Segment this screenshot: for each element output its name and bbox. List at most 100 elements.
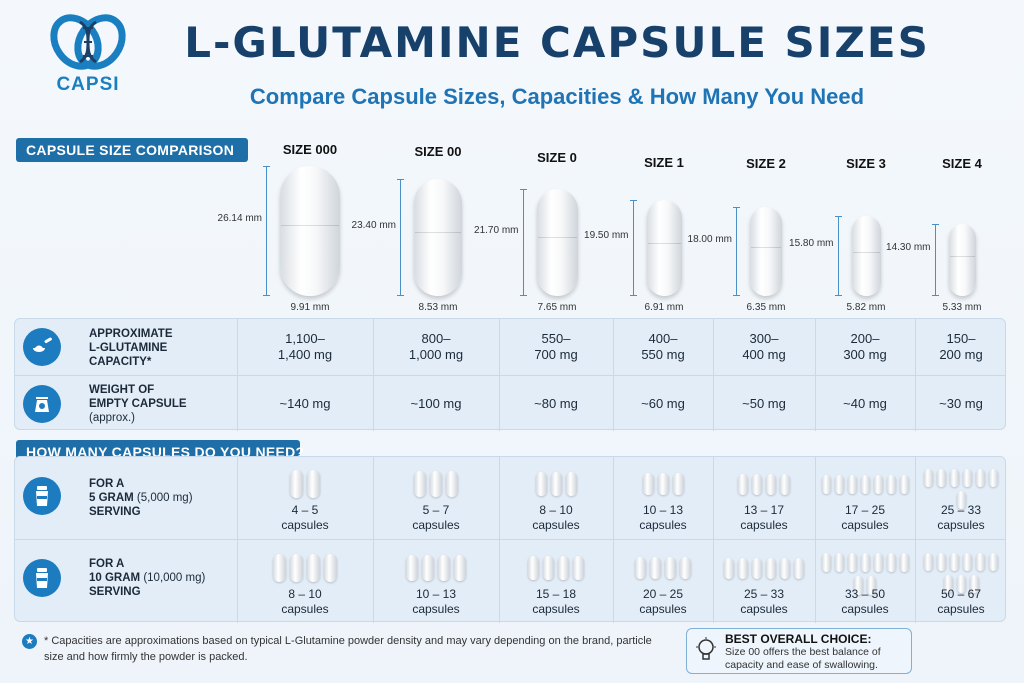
capsule-diameter-label: 5.33 mm (942, 302, 982, 313)
mini-capsule (976, 469, 985, 487)
capacity-cell: 200– 300 mg (843, 331, 887, 362)
five-gram-count-cell: 13 – 17 capsules (740, 503, 788, 532)
mini-capsule (821, 553, 831, 572)
mini-capsule (956, 575, 966, 593)
page-subtitle: Compare Capsule Sizes, Capacities & How … (249, 84, 865, 109)
capsule-diameter-label: 6.35 mm (746, 302, 786, 313)
empty-weight-cell: ~140 mg (279, 396, 331, 411)
mini-capsule (924, 469, 933, 487)
mini-capsule (963, 469, 972, 487)
mini-capsule (738, 473, 748, 495)
column-divider (237, 457, 238, 623)
column-divider (815, 457, 816, 623)
length-dimension-line (629, 200, 637, 296)
capsule-size-label: SIZE 00 (414, 144, 462, 159)
length-dimension-line (397, 179, 404, 296)
ten-gram-count-cell: 20 – 25 capsules (639, 587, 687, 616)
mini-capsule (422, 555, 434, 581)
column-divider (373, 319, 374, 431)
capsule-size-label: SIZE 0 (537, 150, 577, 165)
empty-weight-cell: ~50 mg (742, 396, 786, 411)
mini-capsule (307, 470, 320, 498)
mini-capsule (847, 474, 857, 494)
capsule-count-illustration (821, 469, 909, 499)
capsule-length-label: 21.70 mm (474, 224, 519, 236)
capacity-cell: 150– 200 mg (939, 331, 983, 362)
capsule-length-label: 15.80 mm (789, 238, 834, 249)
mini-capsule (752, 557, 762, 579)
capsule-size-label: SIZE 1 (644, 155, 684, 170)
mini-capsule (650, 557, 661, 579)
empty-weight-cell: ~60 mg (641, 396, 685, 411)
mini-capsule (860, 474, 870, 494)
mini-capsule (943, 575, 953, 593)
capsule-diameter-label: 5.82 mm (846, 302, 886, 313)
capsule-length-label: 26.14 mm (217, 213, 262, 224)
mini-capsule (937, 469, 946, 487)
column-divider (915, 319, 916, 431)
capsule-length-label: 23.40 mm (351, 219, 396, 231)
capsule-count-illustration (921, 469, 1001, 509)
capsule-image (646, 200, 682, 296)
mini-capsule (414, 471, 426, 497)
length-dimension-line (733, 207, 740, 296)
capacity-weight-table: APPROXIMATE L-GLUTAMINE CAPACITY* WEIGHT… (14, 318, 1006, 431)
capsule-length-label: 18.00 mm (687, 233, 732, 245)
empty-weight-cell: ~100 mg (410, 396, 462, 411)
five-gram-count-cell: 4 – 5 capsules (281, 503, 329, 532)
capsule-count-illustration (379, 553, 493, 583)
mini-capsule (766, 557, 776, 579)
mini-capsule (937, 553, 946, 571)
mini-capsule (635, 557, 646, 579)
capacity-footnote: * Capacities are approximations based on… (44, 635, 652, 663)
ten-gram-row-label: FOR A 10 GRAM (10,000 mg) SERVING (89, 558, 206, 598)
column-divider (915, 457, 916, 623)
ten-gram-count-cell: 33 – 50 capsules (841, 587, 889, 616)
column-divider (713, 319, 714, 431)
capsule-image (536, 189, 578, 296)
mini-capsule (290, 470, 303, 498)
capsule-count-illustration (719, 553, 809, 583)
mini-capsule (969, 575, 979, 593)
mini-capsule (290, 554, 303, 582)
mini-capsule (406, 555, 418, 581)
best-choice-callout: BEST OVERALL CHOICE: Size 00 offers the … (686, 628, 912, 674)
mini-capsule (672, 473, 684, 495)
five-gram-count-cell: 8 – 10 capsules (532, 503, 580, 532)
column-divider (613, 319, 614, 431)
mini-capsule (573, 556, 584, 580)
capacity-cell: 400– 550 mg (641, 331, 685, 362)
mini-capsule (766, 473, 776, 495)
mini-capsule (273, 554, 286, 582)
mini-capsule (454, 555, 466, 581)
capsule-count-illustration (619, 553, 707, 583)
mini-capsule (724, 557, 734, 579)
ten-gram-count-cell: 25 – 33 capsules (740, 587, 788, 616)
mini-capsule (854, 576, 863, 595)
mini-capsule (665, 557, 676, 579)
mini-capsule (989, 553, 998, 571)
capsule-diameter-label: 8.53 mm (418, 302, 458, 313)
empty-weight-cell: ~40 mg (843, 396, 887, 411)
mini-capsule (873, 553, 883, 572)
mini-capsule (956, 491, 966, 509)
ten-gram-count-cell: 15 – 18 capsules (532, 587, 580, 616)
scale-icon (23, 385, 61, 423)
capacity-cell: 1,100– 1,400 mg (277, 331, 333, 362)
mini-capsule (899, 474, 909, 494)
logo-text: CAPSI (56, 74, 120, 95)
shaker-bottle-icon (23, 559, 61, 597)
capsule-diameter-label: 6.91 mm (644, 302, 684, 313)
capsule-image (280, 166, 340, 296)
capsule-count-illustration (921, 553, 1001, 593)
ten-gram-count-cell: 50 – 67 capsules (937, 587, 985, 616)
row-divider (15, 375, 1005, 376)
mini-capsule (558, 556, 569, 580)
mini-capsule (989, 469, 998, 487)
capsule-size-label: SIZE 3 (846, 156, 886, 171)
capsule-image (948, 224, 976, 296)
mini-capsule (886, 474, 896, 494)
capsule-length-label: 19.50 mm (584, 230, 629, 241)
